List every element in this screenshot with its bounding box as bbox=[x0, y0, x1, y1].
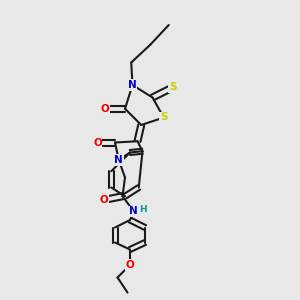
Text: O: O bbox=[100, 104, 109, 114]
Text: S: S bbox=[169, 82, 176, 92]
Text: O: O bbox=[126, 260, 134, 270]
Text: H: H bbox=[139, 206, 146, 214]
Text: O: O bbox=[99, 195, 108, 205]
Text: N: N bbox=[114, 155, 123, 165]
Text: O: O bbox=[93, 137, 102, 148]
Text: N: N bbox=[128, 80, 137, 90]
Text: S: S bbox=[160, 112, 167, 122]
Text: N: N bbox=[129, 206, 138, 216]
